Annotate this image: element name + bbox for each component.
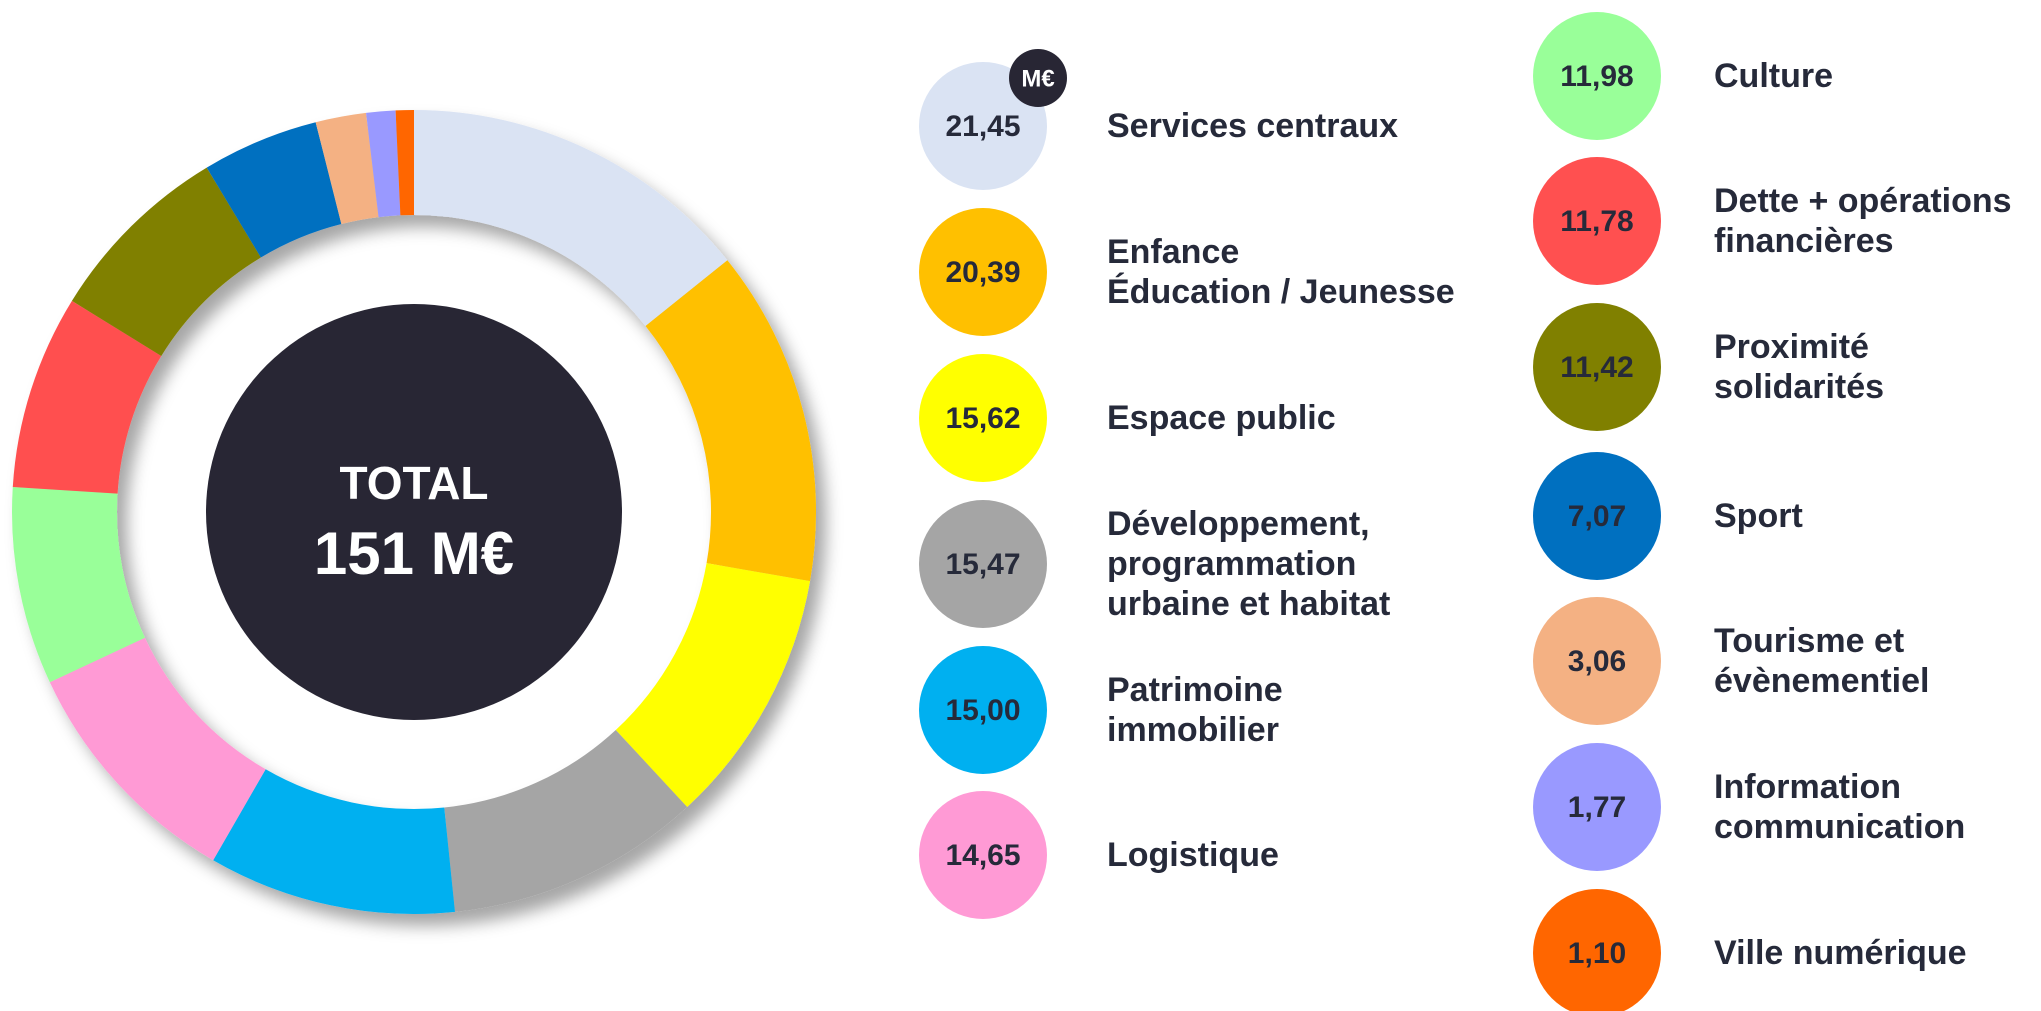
value-label: 11,98 (1560, 60, 1633, 93)
value-label: 15,47 (945, 548, 1020, 581)
legend-label: Tourisme et évènementiel (1714, 622, 1930, 700)
value-label: 20,39 (945, 256, 1020, 289)
legend-label: Information communication (1714, 768, 1966, 846)
center-value: 151 M€ (314, 520, 514, 587)
donut-slice (49, 637, 266, 861)
legend-swatch (1533, 157, 1661, 285)
legend-label: Enfance Éducation / Jeunesse (1107, 233, 1455, 311)
donut-slice (645, 260, 816, 582)
legend-swatch (919, 646, 1047, 774)
legend: 21,45 20,39 15,62 15,47 15,00 14,65 11,98 11,78… (919, 12, 1661, 1011)
legend-swatch (1533, 889, 1661, 1011)
donut-slice (12, 300, 162, 494)
legend-label: Dette + opérations financières (1714, 182, 2012, 260)
legend-label: Développement, programmation urbaine et … (1107, 505, 1391, 623)
legend-swatch (1533, 743, 1661, 871)
value-label: 1,77 (1568, 791, 1626, 824)
donut-slice (395, 110, 414, 216)
donut-slice (206, 122, 342, 258)
center-title: TOTAL (339, 457, 488, 509)
legend-swatch (1533, 452, 1661, 580)
donut-slice (213, 769, 455, 914)
donut-slice (444, 729, 688, 912)
donut-slice (315, 112, 379, 225)
value-label: 11,78 (1560, 205, 1633, 238)
value-label: 1,10 (1568, 937, 1626, 970)
donut (12, 110, 816, 914)
legend-swatch (1533, 12, 1661, 140)
legend-swatch (919, 354, 1047, 482)
value-label: 15,62 (945, 402, 1020, 435)
donut-slice (71, 167, 261, 356)
legend-swatch (1533, 303, 1661, 431)
legend-swatch (1533, 597, 1661, 725)
legend-label: Proximité solidarités (1714, 328, 1885, 406)
legend-label: Culture (1714, 57, 1833, 95)
value-label: 3,06 (1568, 645, 1626, 678)
legend-label: Patrimoine immobilier (1107, 671, 1283, 749)
value-label: 15,00 (945, 694, 1020, 727)
legend-label: Ville numérique (1714, 934, 1967, 972)
center-disc (206, 304, 622, 720)
value-label: 7,07 (1568, 500, 1626, 533)
legend-label: Espace public (1107, 399, 1336, 437)
legend-swatch (919, 500, 1047, 628)
legend-label: Services centraux (1107, 107, 1399, 145)
unit-badge-label: M€ (1021, 65, 1054, 92)
legend-swatch (919, 791, 1047, 919)
donut-slice (366, 110, 401, 218)
value-label: 11,42 (1560, 351, 1633, 384)
legend-label: Sport (1714, 497, 1803, 535)
unit-badge (1009, 49, 1067, 107)
legend-label: Logistique (1107, 836, 1279, 874)
value-label: 14,65 (945, 839, 1020, 872)
donut-slice (615, 563, 811, 808)
donut-slice (414, 110, 728, 326)
donut-slice (12, 487, 145, 683)
legend-swatch (919, 208, 1047, 336)
value-label: 21,45 (945, 110, 1020, 143)
